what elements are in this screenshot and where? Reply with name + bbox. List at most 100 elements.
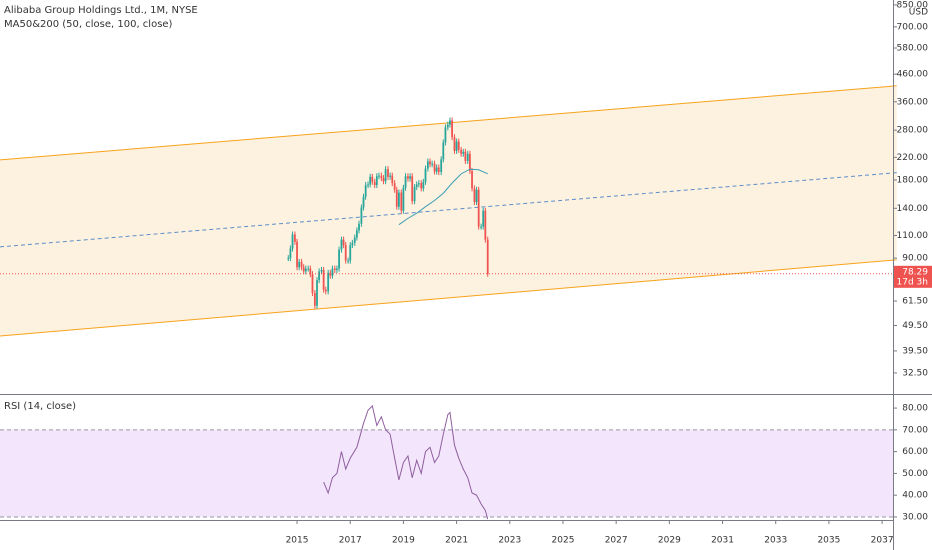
candle-body [300, 261, 303, 268]
x-tick-label: 2021 [445, 536, 468, 546]
x-tick-label: 2029 [658, 536, 681, 546]
y-tick-label: 580.00 [897, 44, 929, 54]
candle-body [482, 210, 485, 227]
candle-body [311, 274, 314, 294]
y-tick-label: 32.50 [902, 368, 928, 378]
y-tick-label: 460.00 [897, 70, 929, 80]
candle-body [486, 239, 489, 274]
x-tick-label: 2015 [286, 536, 309, 546]
y-tick-label: 60.00 [902, 447, 928, 457]
candle-body [442, 142, 445, 160]
y-tick-label: 30.00 [902, 512, 928, 522]
candle-body [364, 185, 367, 197]
indicator-label: MA50&200 (50, close, 100, close) [4, 19, 173, 30]
candle-body [455, 141, 458, 151]
candle-body [444, 127, 447, 143]
candle-body [378, 175, 380, 177]
y-tick-label: 220.00 [897, 153, 929, 163]
candle-body [484, 210, 487, 240]
candle-body [391, 175, 394, 184]
candle-body [375, 176, 378, 186]
candle-body [411, 176, 414, 202]
candle-body [307, 268, 310, 270]
candle-body [404, 176, 407, 188]
candle-body [355, 230, 358, 238]
candle-body [440, 159, 443, 173]
candle-body [360, 207, 363, 224]
candle-body [316, 280, 318, 306]
candle-body [407, 176, 409, 179]
candle-body [387, 169, 389, 177]
y-tick-label: 360.00 [897, 97, 929, 107]
candle-body [336, 268, 338, 270]
rsi-line [323, 404, 489, 520]
candle-body [373, 181, 376, 186]
channel-upper [0, 85, 897, 161]
candle-body [298, 261, 301, 268]
x-tick-label: 2023 [498, 536, 521, 546]
y-tick-label: 850.00 [897, 0, 929, 10]
y-tick-label: 140.00 [897, 204, 929, 214]
candle-body [397, 192, 400, 207]
candle-body [395, 189, 398, 207]
candle-body [358, 223, 360, 231]
candle-body [362, 196, 365, 208]
x-tick-label: 2017 [339, 536, 362, 546]
y-tick-label: 700.00 [897, 22, 929, 32]
candle-body [302, 267, 305, 272]
x-tick-label: 2025 [552, 536, 575, 546]
y-tick-label: 61.50 [902, 297, 928, 307]
moving-average [398, 168, 488, 226]
y-tick-label: 40.00 [902, 491, 928, 501]
candle-body [338, 249, 340, 269]
candle-body [384, 169, 387, 182]
y-tick-label: 90.00 [902, 254, 928, 264]
last-price-box [894, 265, 932, 288]
rsi-band [0, 429, 893, 517]
last-price-label: 78.29 [902, 267, 928, 277]
channel-lower [0, 259, 897, 337]
candle-body [340, 239, 343, 250]
candle-body [409, 176, 411, 179]
candle-body [353, 237, 356, 243]
candle-body [475, 189, 478, 203]
y-tick-label: 39.50 [902, 346, 928, 356]
candle-body [369, 176, 372, 185]
candle-body [473, 188, 476, 203]
candle-body [477, 189, 480, 227]
currency-label: USD [909, 8, 928, 18]
candle-body [466, 153, 469, 161]
candle-body [426, 161, 429, 169]
candle-body [309, 268, 312, 275]
candle-body [371, 176, 374, 182]
candle-body [433, 163, 436, 172]
candle-body [462, 151, 465, 154]
candle-body [294, 234, 296, 242]
channel-middle [0, 172, 897, 248]
candle-body [318, 271, 321, 281]
candle-body [331, 268, 334, 276]
candle-body [424, 168, 427, 182]
candle-body [393, 183, 396, 190]
candle-body [429, 161, 431, 165]
candle-body [389, 175, 392, 177]
candle-body [420, 183, 423, 189]
x-tick-label: 2027 [605, 536, 628, 546]
candle-body [453, 137, 456, 151]
candle-body [289, 248, 292, 259]
y-tick-label: 70.00 [902, 425, 928, 435]
candle-body [457, 141, 460, 150]
candle-body [351, 242, 354, 246]
candle-body [402, 187, 405, 211]
y-tick-label: 49.50 [902, 321, 928, 331]
candle-body [446, 124, 449, 128]
candle-body [451, 120, 453, 138]
x-tick-label: 2037 [871, 536, 894, 546]
candle-body [464, 151, 467, 161]
y-tick-label: 80.00 [902, 404, 928, 414]
candle-body [324, 289, 327, 292]
candle-body [320, 269, 323, 272]
candle-body [349, 245, 352, 261]
